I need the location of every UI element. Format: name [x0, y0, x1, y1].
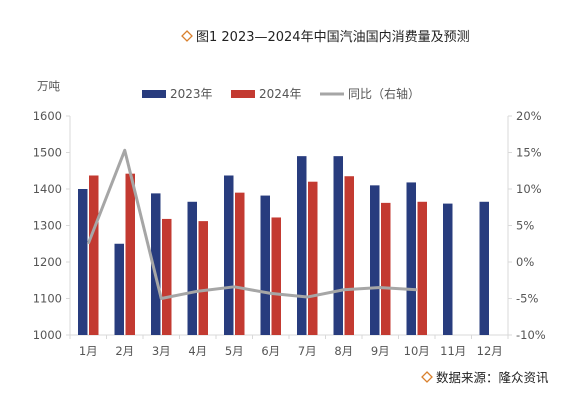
bar-2023	[187, 201, 197, 335]
bar-2023	[78, 189, 88, 335]
bar-2023	[333, 156, 343, 335]
bar-2024	[308, 181, 318, 335]
bar-2023	[114, 243, 124, 335]
bar-2024	[417, 201, 427, 335]
bar-2023	[151, 193, 161, 335]
y-tick-label-left: 1300	[33, 219, 62, 233]
x-tick-label: 8月	[334, 344, 353, 358]
source-group: 数据来源：隆众资讯	[421, 370, 549, 385]
bar-2024	[125, 173, 135, 335]
y-tick-label-right: 15%	[516, 146, 542, 160]
y-tick-label-right: 10%	[516, 182, 542, 196]
bar-2024	[271, 217, 281, 335]
legend-2024-label: 2024年	[259, 87, 302, 101]
bar-2024	[162, 218, 172, 335]
bar-2023	[260, 195, 270, 335]
x-tick-label: 7月	[298, 344, 317, 358]
yoy-line	[86, 148, 417, 300]
plot-area: 1000 1100 1200 1300 1400 1500 1600 20% 15% 10% 5% 0…	[33, 109, 546, 358]
x-tick-label: 3月	[152, 344, 171, 358]
x-tick-label: 9月	[371, 344, 390, 358]
y-tick-label-left: 1500	[33, 146, 62, 160]
y-tick-label-right: -5%	[516, 292, 538, 306]
y-tick-label-left: 1100	[33, 292, 62, 306]
source-note: 数据来源：隆众资讯	[436, 370, 549, 385]
bar-2024	[198, 221, 208, 335]
bar-2024	[381, 202, 391, 335]
y-tick-label-right: 0%	[516, 255, 534, 269]
bar-2023	[224, 175, 234, 335]
bar-2023	[297, 156, 307, 335]
x-tick-label: 2月	[115, 344, 134, 358]
legend-2023-swatch	[142, 90, 166, 98]
y-tick-label-left: 1000	[33, 328, 62, 342]
bar-2024	[89, 175, 99, 335]
bar-2023	[406, 182, 416, 335]
chart-title: 图1 2023—2024年中国汽油国内消费量及预测	[196, 29, 470, 45]
x-tick-label: 6月	[261, 344, 280, 358]
legend-2023-label: 2023年	[170, 87, 213, 101]
x-tick-label: 10月	[404, 344, 430, 358]
legend-2024-swatch	[231, 90, 255, 98]
y-tick-label-right: 5%	[516, 219, 534, 233]
legend: 2023年 2024年 同比（右轴）	[142, 86, 420, 101]
legend-yoy-label: 同比（右轴）	[348, 86, 420, 101]
bar-2023	[443, 203, 453, 335]
y-tick-label-right: -10%	[516, 328, 546, 342]
x-tick-label: 1月	[79, 344, 98, 358]
y-axis-unit: 万吨	[37, 79, 60, 93]
x-tick-label: 5月	[225, 344, 244, 358]
x-tick-label: 11月	[440, 344, 466, 358]
title-diamond-icon	[181, 30, 193, 42]
bar-2024	[235, 192, 245, 335]
x-tick-label: 4月	[188, 344, 207, 358]
y-tick-label-right: 20%	[516, 109, 542, 123]
y-tick-label-left: 1400	[33, 182, 62, 196]
y-tick-label-left: 1600	[33, 109, 62, 123]
bar-2023	[370, 185, 380, 335]
chart-title-group: 图1 2023—2024年中国汽油国内消费量及预测	[181, 29, 470, 45]
y-tick-label-left: 1200	[33, 255, 62, 269]
source-diamond-icon	[421, 371, 433, 383]
x-tick-label: 12月	[477, 344, 503, 358]
bar-2024	[344, 176, 354, 335]
bar-2023	[479, 201, 489, 335]
